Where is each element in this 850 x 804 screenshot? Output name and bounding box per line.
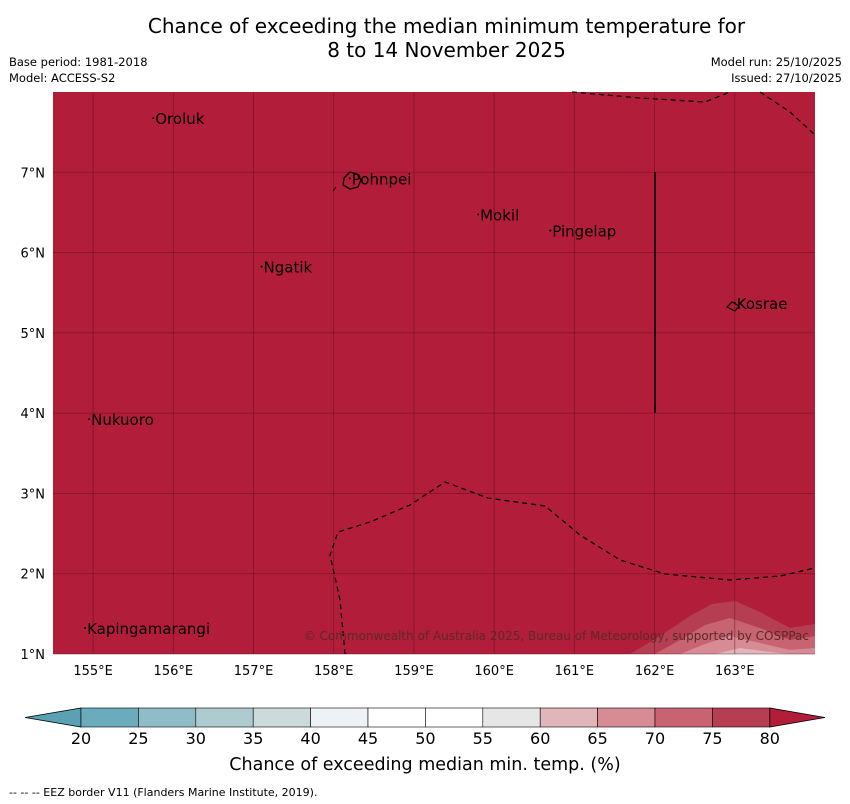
x-tick-label: 161°E — [555, 664, 595, 679]
place-marker — [549, 229, 552, 232]
x-tick-label: 158°E — [314, 664, 354, 679]
colorbar-tick-label: 75 — [702, 729, 723, 748]
base-period: Base period: 1981-2018 — [9, 55, 148, 69]
x-tick-label: 156°E — [154, 664, 194, 679]
y-tick-label: 2°N — [21, 568, 46, 583]
issued-date: Issued: 27/10/2025 — [731, 71, 842, 85]
x-tick-label: 159°E — [394, 664, 434, 679]
colorbar-tick-label: 70 — [644, 729, 666, 748]
x-tick-label: 163°E — [715, 664, 755, 679]
colorbar-segment — [252, 707, 311, 728]
colorbar-tick-label: 40 — [300, 729, 321, 748]
place-label: Oroluk — [155, 110, 204, 128]
colorbar-segment — [367, 707, 426, 728]
place-labels: Oroluk Pohnpei Mokil Pingelap Ngatik Kosrae Nu… — [84, 110, 787, 638]
copyright-notice: © Commonwealth of Australia 2025, Bureau… — [304, 629, 809, 643]
place-label: Ngatik — [264, 259, 313, 277]
colorbar-tick-label: 50 — [415, 729, 436, 748]
colorbar-segment — [654, 707, 713, 728]
colorbar-segment — [597, 707, 656, 728]
colorbar — [24, 707, 826, 728]
colorbar-segment — [539, 707, 598, 728]
colorbar-segment — [138, 707, 197, 728]
y-axis-ticks: 7°N 6°N 5°N 4°N 3°N 2°N 1°N — [21, 166, 46, 663]
x-tick-label: 155°E — [73, 664, 113, 679]
colorbar-label: Chance of exceeding median min. temp. (%… — [229, 755, 621, 775]
colorbar-segment — [425, 707, 484, 728]
place-marker — [348, 177, 351, 180]
colorbar-tick-label: 30 — [185, 729, 206, 748]
kosrae-island — [725, 301, 740, 312]
colorbar-tick-label: 65 — [587, 729, 608, 748]
y-tick-label: 4°N — [21, 407, 46, 422]
colorbar-segment — [712, 707, 771, 728]
colorbar-segment — [482, 707, 541, 728]
colorbar-tick-label: 60 — [530, 729, 551, 748]
pohnpei-island — [342, 171, 362, 190]
forecast-fill — [53, 92, 815, 654]
eez-footnote: -- -- -- EEZ border V11 (Flanders Marine… — [9, 786, 318, 799]
place-label: Kapingamarangi — [87, 620, 210, 638]
title-line-2: 8 to 14 November 2025 — [327, 38, 566, 62]
place-marker — [152, 117, 155, 120]
eez-border — [329, 91, 816, 655]
place-marker — [88, 418, 91, 421]
y-tick-label: 7°N — [21, 166, 46, 181]
place-marker — [260, 265, 263, 268]
run-info: Model run: 25/10/2025 Issued: 27/10/2025 — [711, 54, 842, 86]
model-info: Base period: 1981-2018 Model: ACCESS-S2 — [9, 54, 148, 86]
colorbar-segment — [195, 707, 254, 728]
y-tick-label: 6°N — [21, 247, 46, 262]
title-line-1: Chance of exceeding the median minimum t… — [147, 14, 746, 38]
pohnpei-islet — [332, 186, 337, 192]
x-axis-ticks: 155°E 156°E 157°E 158°E 159°E 160°E 161°E 162°E… — [73, 664, 754, 679]
colorbar-tick-label: 35 — [243, 729, 264, 748]
place-marker — [733, 301, 736, 304]
colorbar-tick-label: 55 — [472, 729, 493, 748]
y-tick-label: 1°N — [21, 648, 46, 663]
place-label: Pohnpei — [352, 170, 412, 188]
colorbar-tick-label: 45 — [357, 729, 379, 748]
place-label: Pingelap — [552, 223, 616, 241]
colorbar-tick-label: 20 — [70, 729, 92, 748]
place-label: Mokil — [480, 206, 519, 224]
x-tick-label: 157°E — [234, 664, 274, 679]
y-tick-label: 5°N — [21, 327, 46, 342]
model-run: Model run: 25/10/2025 — [710, 55, 842, 69]
colorbar-under-arrow — [24, 707, 82, 728]
place-label: Nukuoro — [91, 411, 154, 429]
place-label: Kosrae — [737, 295, 788, 313]
map-title: Chance of exceeding the median minimum t… — [0, 14, 850, 62]
colorbar-tick-label: 25 — [128, 729, 149, 748]
colorbar-segment — [310, 707, 369, 728]
place-marker — [84, 626, 87, 629]
x-tick-label: 162°E — [635, 664, 675, 679]
x-tick-label: 160°E — [474, 664, 514, 679]
place-marker — [477, 213, 480, 216]
y-tick-label: 3°N — [21, 487, 46, 502]
model-name: Model: ACCESS-S2 — [9, 71, 116, 85]
colorbar-over-arrow — [769, 707, 826, 728]
colorbar-segment — [80, 707, 139, 728]
colorbar-tick-label: 80 — [759, 729, 780, 748]
